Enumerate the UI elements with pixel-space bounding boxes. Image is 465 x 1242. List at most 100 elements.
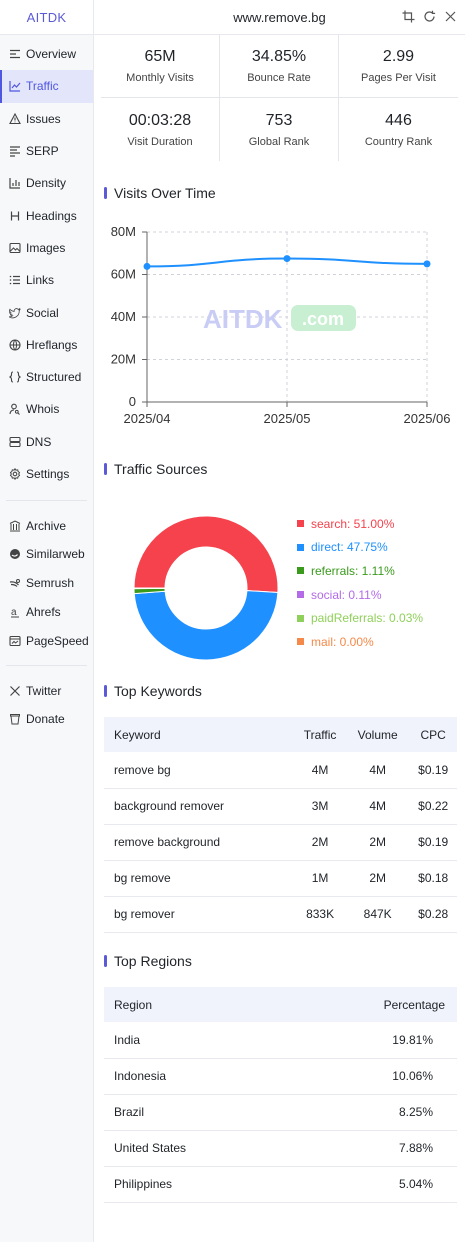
sidebar-item-links[interactable]: Links bbox=[0, 264, 93, 296]
legend-swatch bbox=[297, 591, 304, 599]
legend-item[interactable]: mail: 0.00% bbox=[297, 630, 423, 654]
legend-swatch bbox=[297, 614, 304, 622]
metric-value: 446 bbox=[385, 111, 412, 129]
traffic-sources-legend: search: 51.00% direct: 47.75% referrals:… bbox=[297, 512, 423, 654]
refresh-icon[interactable] bbox=[423, 10, 436, 23]
metric-label: Monthly Visits bbox=[126, 72, 194, 84]
sidebar-item-ahrefs[interactable]: a Ahrefs bbox=[0, 598, 93, 627]
sidebar-item-donate[interactable]: Donate bbox=[0, 705, 93, 734]
legend-item[interactable]: direct: 47.75% bbox=[297, 536, 423, 560]
sidebar-item-semrush[interactable]: Semrush bbox=[0, 569, 93, 598]
nav-list: Overview Traffic Issues SERP Density Hea… bbox=[0, 35, 93, 490]
sidebar-divider bbox=[6, 665, 87, 667]
metric-label: Pages Per Visit bbox=[360, 72, 436, 84]
y-tick-label: 0 bbox=[129, 394, 136, 409]
sidebar-item-label: Overview bbox=[26, 47, 77, 62]
legend-item[interactable]: referrals: 1.11% bbox=[297, 559, 423, 583]
overview-icon bbox=[8, 48, 21, 61]
sidebar-item-label: Settings bbox=[26, 467, 70, 481]
sidebar-item-issues[interactable]: Issues bbox=[0, 103, 93, 135]
legend-item[interactable]: search: 51.00% bbox=[297, 512, 423, 536]
visits-line-chart: 0 20M 40M 60M 80M 2025/04 2025/05 2025/06 AITDK.… bbox=[111, 224, 451, 426]
metric-value: 00:03:28 bbox=[128, 111, 192, 129]
crop-icon[interactable] bbox=[402, 10, 415, 23]
sidebar-item-structured[interactable]: Structured bbox=[0, 361, 93, 393]
volume-cell: 4M bbox=[345, 752, 410, 789]
sidebar-item-hreflangs[interactable]: Hreflangs bbox=[0, 329, 93, 361]
donut-slice bbox=[133, 590, 279, 661]
watermark-badge bbox=[291, 305, 356, 331]
sidebar-item-label: DNS bbox=[26, 434, 52, 449]
ahrefs-icon: a bbox=[8, 605, 21, 618]
column-header: Traffic bbox=[294, 717, 346, 752]
legend-swatch bbox=[297, 567, 304, 575]
header-tools bbox=[402, 10, 457, 23]
column-header: CPC bbox=[409, 717, 457, 752]
sidebar-item-whois[interactable]: Whois bbox=[0, 393, 93, 425]
sidebar-item-label: Images bbox=[26, 240, 66, 255]
traffic-cell: 3M bbox=[294, 788, 346, 825]
metric-label: Country Rank bbox=[364, 135, 433, 148]
sidebar-item-similarweb[interactable]: Similarweb bbox=[0, 540, 93, 569]
table-row: United States 7.88% bbox=[104, 1130, 457, 1167]
x-tick-label: 2025/04 bbox=[124, 411, 171, 426]
sidebar-item-label: Hreflangs bbox=[26, 337, 78, 352]
volume-cell: 847K bbox=[345, 896, 410, 933]
sidebar-item-label: Density bbox=[26, 176, 67, 191]
sidebar-item-social[interactable]: Social bbox=[0, 296, 93, 328]
table-row: background remover 3M 4M $0.22 bbox=[104, 788, 457, 825]
warning-icon bbox=[8, 112, 21, 125]
traffic-cell: 833K bbox=[294, 896, 346, 933]
y-tick-label: 80M bbox=[111, 224, 136, 239]
user-search-icon bbox=[8, 403, 21, 416]
sidebar-item-archive[interactable]: Archive bbox=[0, 511, 93, 540]
sidebar-item-images[interactable]: Images bbox=[0, 232, 93, 264]
close-icon[interactable] bbox=[444, 10, 457, 23]
region-cell: United States bbox=[104, 1130, 291, 1167]
y-tick-label: 60M bbox=[111, 267, 136, 282]
section-title-visits: Visits Over Time bbox=[104, 185, 216, 201]
table-row: Philippines 5.04% bbox=[104, 1166, 457, 1203]
sidebar-item-traffic[interactable]: Traffic bbox=[0, 70, 93, 103]
table-row: bg remove 1M 2M $0.18 bbox=[104, 860, 457, 897]
brand-logo[interactable]: AITDK bbox=[0, 0, 93, 35]
legend-item[interactable]: paidReferrals: 0.03% bbox=[297, 606, 423, 630]
sidebar-item-dns[interactable]: DNS bbox=[0, 426, 93, 458]
sidebar-item-twitter[interactable]: Twitter bbox=[0, 676, 93, 705]
sidebar-item-density[interactable]: Density bbox=[0, 167, 93, 199]
legend-item[interactable]: social: 0.11% bbox=[297, 583, 423, 607]
sidebar-item-settings[interactable]: Settings bbox=[0, 458, 93, 490]
svg-text:a: a bbox=[11, 607, 17, 618]
braces-icon bbox=[8, 371, 21, 384]
cpc-cell: $0.19 bbox=[409, 752, 457, 789]
sidebar-item-overview[interactable]: Overview bbox=[0, 38, 93, 70]
sidebar-item-label: Donate bbox=[26, 712, 65, 727]
chart-line-icon bbox=[8, 80, 21, 93]
sidebar-item-pagespeed[interactable]: PageSpeed bbox=[0, 626, 93, 655]
traffic-cell: 2M bbox=[294, 824, 346, 861]
volume-cell: 4M bbox=[345, 788, 410, 825]
traffic-sources-donut bbox=[133, 515, 279, 661]
table-row: India 19.81% bbox=[104, 1022, 457, 1059]
volume-cell: 2M bbox=[345, 860, 410, 897]
cup-icon bbox=[8, 713, 21, 726]
keyword-cell: remove bg bbox=[104, 752, 295, 789]
region-cell: Brazil bbox=[104, 1094, 291, 1131]
traffic-cell: 1M bbox=[294, 860, 346, 897]
similarweb-icon bbox=[8, 548, 21, 561]
metric-value: 65M bbox=[144, 48, 176, 65]
legend-label: paidReferrals: 0.03% bbox=[311, 611, 424, 626]
x-icon bbox=[8, 684, 21, 697]
metric-value: 753 bbox=[265, 111, 293, 129]
metric-monthly-visits: 65M Monthly Visits bbox=[101, 35, 220, 98]
sidebar-item-label: PageSpeed bbox=[26, 633, 89, 648]
sidebar-item-label: Similarweb bbox=[26, 547, 85, 562]
sidebar-item-label: Archive bbox=[26, 518, 67, 533]
top-bar: www.remove.bg bbox=[94, 0, 465, 35]
sidebar-item-headings[interactable]: Headings bbox=[0, 199, 93, 231]
y-tick-label: 20M bbox=[111, 352, 136, 367]
globe-icon bbox=[8, 338, 21, 351]
sidebar-item-serp[interactable]: SERP bbox=[0, 135, 93, 167]
site-domain: www.remove.bg bbox=[233, 9, 326, 25]
table-row: bg remover 833K 847K $0.28 bbox=[104, 896, 457, 933]
